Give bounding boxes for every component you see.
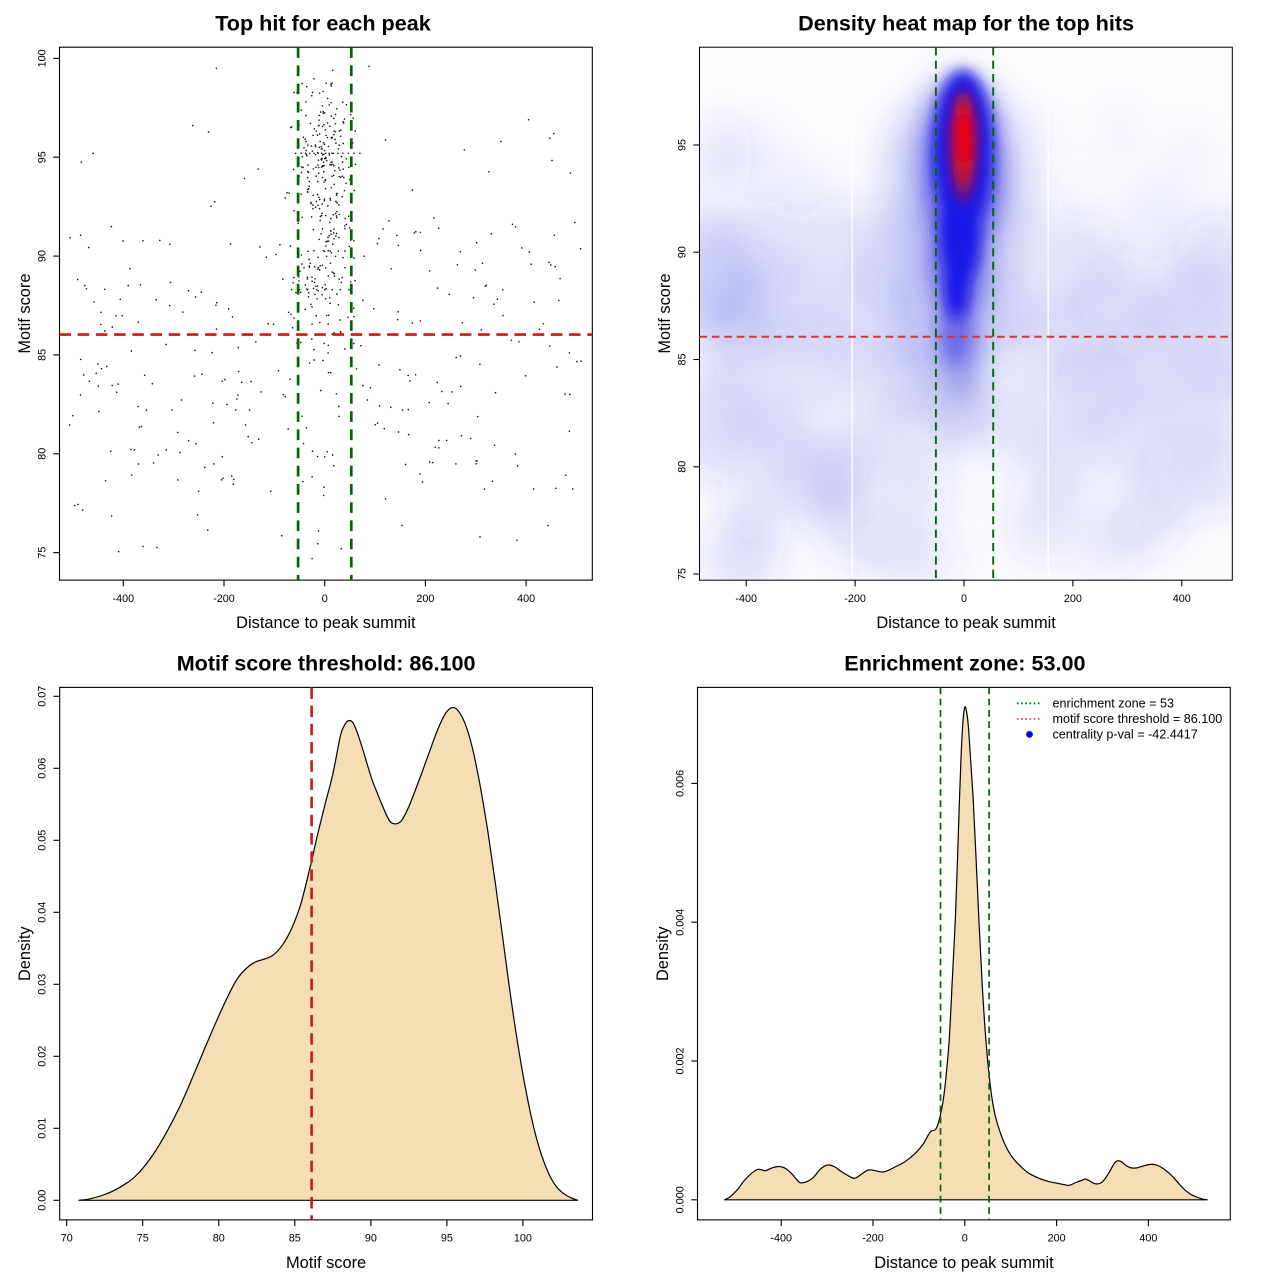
svg-text:Density heat map for the top h: Density heat map for the top hits	[798, 11, 1134, 36]
svg-text:0.03: 0.03	[37, 974, 49, 995]
svg-text:80: 80	[677, 461, 689, 473]
svg-text:400: 400	[1173, 593, 1191, 605]
svg-text:0.00: 0.00	[37, 1190, 49, 1211]
svg-text:-400: -400	[735, 593, 757, 605]
svg-text:Motif score: Motif score	[286, 1254, 366, 1272]
svg-text:0.07: 0.07	[37, 686, 49, 707]
svg-text:200: 200	[1048, 1233, 1066, 1245]
svg-text:200: 200	[416, 593, 434, 605]
svg-text:-200: -200	[862, 1233, 884, 1245]
svg-text:motif score threshold = 86.100: motif score threshold = 86.100	[1053, 712, 1223, 726]
svg-text:enrichment zone = 53: enrichment zone = 53	[1053, 697, 1174, 711]
svg-text:-400: -400	[112, 593, 134, 605]
svg-text:80: 80	[37, 448, 49, 460]
svg-text:90: 90	[37, 250, 49, 262]
svg-text:Enrichment zone: 53.00: Enrichment zone: 53.00	[844, 651, 1085, 676]
svg-text:0.06: 0.06	[37, 758, 49, 779]
svg-text:Motif score: Motif score	[656, 274, 674, 354]
svg-text:75: 75	[37, 547, 49, 559]
svg-text:centrality p-val = -42.4417: centrality p-val = -42.4417	[1053, 728, 1198, 742]
svg-text:85: 85	[37, 349, 49, 361]
svg-text:0.000: 0.000	[675, 1186, 687, 1213]
svg-text:Distance to peak summit: Distance to peak summit	[876, 614, 1056, 632]
svg-text:75: 75	[137, 1233, 149, 1245]
svg-text:95: 95	[37, 151, 49, 163]
svg-text:75: 75	[677, 568, 689, 580]
svg-text:95: 95	[441, 1233, 453, 1245]
svg-text:100: 100	[514, 1233, 532, 1245]
svg-text:100: 100	[37, 49, 49, 67]
svg-text:0.04: 0.04	[37, 902, 49, 923]
svg-text:0: 0	[322, 593, 328, 605]
svg-text:85: 85	[677, 353, 689, 365]
svg-text:0: 0	[961, 593, 967, 605]
svg-text:0.006: 0.006	[675, 770, 687, 797]
svg-text:90: 90	[365, 1233, 377, 1245]
svg-text:0.05: 0.05	[37, 830, 49, 851]
svg-text:Top hit for each peak: Top hit for each peak	[215, 11, 432, 36]
svg-text:95: 95	[677, 139, 689, 151]
svg-text:200: 200	[1064, 593, 1082, 605]
svg-text:-200: -200	[844, 593, 866, 605]
svg-text:70: 70	[61, 1233, 73, 1245]
svg-text:400: 400	[1139, 1233, 1157, 1245]
svg-text:-400: -400	[770, 1233, 792, 1245]
svg-text:Density: Density	[654, 926, 672, 981]
svg-text:80: 80	[213, 1233, 225, 1245]
svg-text:400: 400	[517, 593, 535, 605]
svg-text:0.01: 0.01	[37, 1118, 49, 1139]
svg-text:Distance to peak summit: Distance to peak summit	[874, 1254, 1054, 1272]
svg-text:0.002: 0.002	[675, 1047, 687, 1074]
svg-text:Motif score: Motif score	[16, 274, 34, 354]
svg-text:90: 90	[677, 246, 689, 258]
svg-text:0.004: 0.004	[675, 909, 687, 936]
svg-text:0.02: 0.02	[37, 1046, 49, 1067]
svg-text:Motif score threshold: 86.100: Motif score threshold: 86.100	[177, 651, 476, 676]
svg-text:Distance to peak summit: Distance to peak summit	[236, 614, 416, 632]
svg-text:85: 85	[289, 1233, 301, 1245]
svg-text:-200: -200	[213, 593, 235, 605]
svg-text:Density: Density	[16, 926, 34, 981]
svg-text:0: 0	[962, 1233, 968, 1245]
